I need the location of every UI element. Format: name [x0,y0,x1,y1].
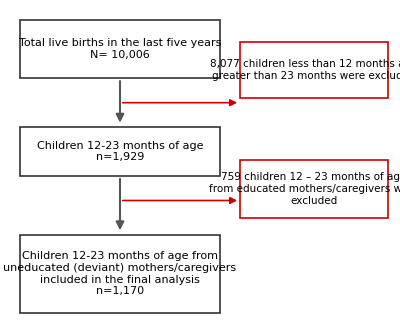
Text: Total live births in the last five years
N= 10,006: Total live births in the last five years… [19,38,221,60]
FancyBboxPatch shape [240,160,388,218]
Text: 8,077 children less than 12 months and
greater than 23 months were excluded: 8,077 children less than 12 months and g… [210,59,400,81]
Text: Children 12-23 months of age from
uneducated (deviant) mothers/caregivers
includ: Children 12-23 months of age from uneduc… [4,251,236,296]
FancyBboxPatch shape [240,42,388,98]
Text: Children 12-23 months of age
n=1,929: Children 12-23 months of age n=1,929 [37,141,203,162]
FancyBboxPatch shape [20,20,220,78]
FancyBboxPatch shape [20,235,220,313]
Text: 759 children 12 – 23 months of age
from educated mothers/caregivers were
exclude: 759 children 12 – 23 months of age from … [209,172,400,206]
FancyBboxPatch shape [20,127,220,176]
